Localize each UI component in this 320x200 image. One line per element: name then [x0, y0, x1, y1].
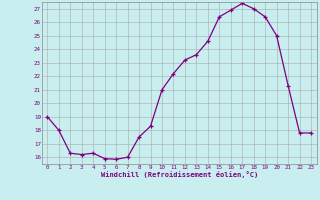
X-axis label: Windchill (Refroidissement éolien,°C): Windchill (Refroidissement éolien,°C)	[100, 171, 258, 178]
